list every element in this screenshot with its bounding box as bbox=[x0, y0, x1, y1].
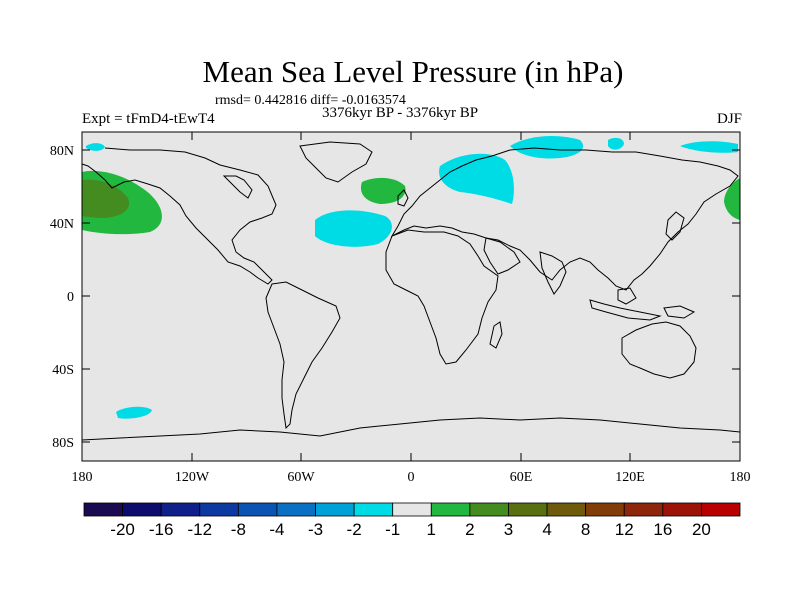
lon-label: 120W bbox=[175, 470, 210, 485]
colorbar-label: 8 bbox=[581, 520, 590, 539]
colorbar-swatch bbox=[508, 502, 548, 517]
lat-label: 40S bbox=[52, 363, 74, 378]
lat-label: 40N bbox=[50, 217, 74, 232]
coastline-new-guinea bbox=[663, 305, 696, 319]
coastline-british-isles bbox=[397, 189, 409, 207]
lon-label: 0 bbox=[408, 470, 415, 485]
anomaly-shading bbox=[82, 136, 740, 419]
colorbar-swatch bbox=[160, 502, 201, 517]
colorbar-label: -16 bbox=[149, 520, 174, 539]
anomaly-north-pacific-strong bbox=[82, 179, 130, 218]
lat-labels: 80N 40N 0 40S 80S bbox=[50, 144, 74, 451]
colorbar: -20 -16 -12 -8 -4 -3 -2 -1 1 2 3 4 8 12 16 20 bbox=[83, 502, 741, 539]
experiment-label: Expt = tFmD4-tEwT4 bbox=[82, 111, 215, 127]
anomaly-north-atlantic-positive bbox=[360, 177, 406, 204]
lat-label: 80S bbox=[52, 436, 74, 451]
colorbar-label: -4 bbox=[269, 520, 284, 539]
anomaly-west-pacific-positive bbox=[724, 178, 740, 220]
anomaly-bering-negative bbox=[680, 141, 738, 153]
colorbar-label: 3 bbox=[504, 520, 513, 539]
colorbar-label: -3 bbox=[308, 520, 323, 539]
colorbar-label: 1 bbox=[427, 520, 436, 539]
period-label: 3376kyr BP - 3376kyr BP bbox=[322, 105, 479, 121]
colorbar-label: 16 bbox=[653, 520, 672, 539]
colorbar-swatch bbox=[585, 502, 625, 517]
colorbar-label: -20 bbox=[110, 520, 135, 539]
lon-ticks bbox=[191, 132, 631, 461]
coastline-north-america bbox=[81, 147, 277, 285]
colorbar-swatch bbox=[701, 502, 741, 517]
lon-label: 120E bbox=[615, 470, 645, 485]
coastline-borneo bbox=[617, 287, 637, 305]
coastline-eurasia bbox=[390, 147, 739, 291]
anomaly-alaska-negative bbox=[86, 143, 105, 151]
colorbar-swatch bbox=[662, 502, 702, 517]
map-background bbox=[82, 132, 740, 461]
colorbar-swatch bbox=[430, 502, 471, 517]
coastline-south-america bbox=[265, 281, 341, 430]
colorbar-swatch bbox=[546, 502, 587, 517]
colorbar-label: 12 bbox=[615, 520, 634, 539]
lon-label: 180 bbox=[72, 470, 93, 485]
coastline-india bbox=[539, 251, 567, 295]
colorbar-swatch bbox=[83, 502, 123, 517]
map-title: Mean Sea Level Pressure (in hPa) bbox=[202, 54, 624, 89]
lat-ticks bbox=[82, 149, 740, 443]
colorbar-swatch bbox=[237, 502, 278, 517]
colorbar-swatch bbox=[276, 502, 316, 517]
colorbar-label: 20 bbox=[692, 520, 711, 539]
colorbar-label: -2 bbox=[347, 520, 362, 539]
coastline-arabia bbox=[483, 237, 521, 275]
colorbar-swatch bbox=[392, 502, 432, 517]
colorbar-swatch bbox=[623, 502, 664, 517]
anomaly-arctic-negative bbox=[510, 136, 584, 159]
colorbar-swatch bbox=[469, 502, 509, 517]
colorbar-swatch bbox=[315, 502, 355, 517]
colorbar-label: -8 bbox=[231, 520, 246, 539]
lon-labels: 180 120W 60W 0 60E 120E 180 bbox=[72, 470, 751, 485]
anomaly-southern-ocean-negative bbox=[116, 406, 152, 419]
colorbar-swatch bbox=[122, 502, 162, 517]
coastline-hudson-bay bbox=[222, 175, 253, 199]
coastline-australia bbox=[621, 321, 697, 379]
colorbar-label: 2 bbox=[465, 520, 474, 539]
lat-label: 0 bbox=[67, 290, 74, 305]
season-label: DJF bbox=[716, 111, 742, 127]
coastline-greenland bbox=[299, 141, 373, 183]
colorbar-swatch bbox=[353, 502, 394, 517]
coastline-japan bbox=[665, 211, 685, 241]
anomaly-eurasia-negative bbox=[439, 153, 514, 204]
coastline-indonesia bbox=[589, 299, 662, 321]
coastlines bbox=[81, 141, 741, 441]
coastline-africa bbox=[385, 229, 499, 365]
colorbar-swatch bbox=[199, 502, 239, 517]
colorbar-label: -1 bbox=[385, 520, 400, 539]
lon-label: 60W bbox=[287, 470, 315, 485]
coastline-antarctica bbox=[81, 417, 741, 441]
coastline-madagascar bbox=[489, 321, 503, 349]
lat-label: 80N bbox=[50, 144, 74, 159]
statistics-line: rmsd= 0.442816 diff= -0.0163574 bbox=[215, 93, 406, 108]
colorbar-label: 4 bbox=[542, 520, 551, 539]
anomaly-arctic-small bbox=[608, 137, 624, 150]
lon-label: 180 bbox=[730, 470, 751, 485]
lon-label: 60E bbox=[510, 470, 533, 485]
colorbar-label: -12 bbox=[187, 520, 212, 539]
anomaly-mid-atlantic-negative bbox=[315, 210, 392, 247]
